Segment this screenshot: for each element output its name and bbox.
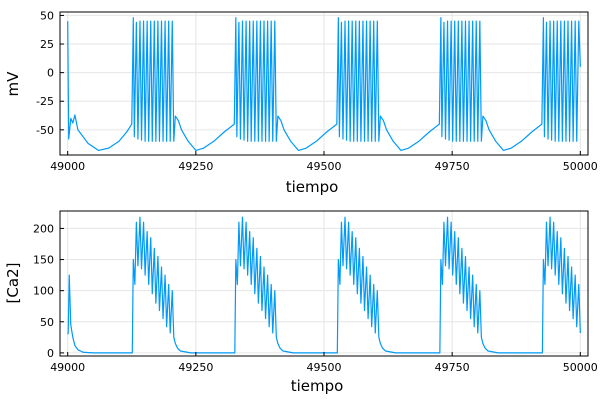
voltage-xtick-label-0: 49000 [50, 160, 85, 173]
voltage-ytick-label-2: 0 [47, 67, 54, 80]
calcium-xtick-label-3: 49750 [435, 361, 470, 374]
calcium-xtick-label-1: 49250 [178, 361, 213, 374]
calcium-xtick-label-0: 49000 [50, 361, 85, 374]
calcium-ytick-label-4: 200 [33, 222, 54, 235]
calcium-ylabel: [Ca2] [4, 263, 22, 304]
voltage-panel: tiempo mV 49000 49250 49500 49750 50000 -50 -2… [4, 9, 598, 196]
voltage-ytick-label-4: 50 [40, 9, 54, 22]
calcium-ytick-label-3: 150 [33, 254, 54, 267]
voltage-xtick-label-3: 49750 [435, 160, 470, 173]
voltage-ytick-label-3: 25 [40, 38, 54, 51]
voltage-ylabel: mV [4, 71, 22, 97]
voltage-series-line [67, 17, 581, 152]
voltage-xtick-label-4: 50000 [563, 160, 598, 173]
calcium-ytick-label-0: 0 [47, 347, 54, 360]
calcium-ytick-label-1: 50 [40, 316, 54, 329]
voltage-ytick-label-1: -25 [36, 95, 54, 108]
voltage-ytick-label-0: -50 [36, 124, 54, 137]
calcium-xlabel: tiempo [291, 377, 344, 395]
calcium-panel: tiempo [Ca2] 49000 49250 49500 49750 50000 0 5… [4, 210, 598, 395]
calcium-ytick-label-2: 100 [33, 285, 54, 298]
calcium-series-line [67, 216, 581, 354]
voltage-xlabel: tiempo [286, 178, 339, 196]
calcium-xtick-label-2: 49500 [307, 361, 342, 374]
voltage-xtick-label-1: 49250 [178, 160, 213, 173]
voltage-xtick-label-2: 49500 [307, 160, 342, 173]
calcium-xtick-label-4: 50000 [563, 361, 598, 374]
